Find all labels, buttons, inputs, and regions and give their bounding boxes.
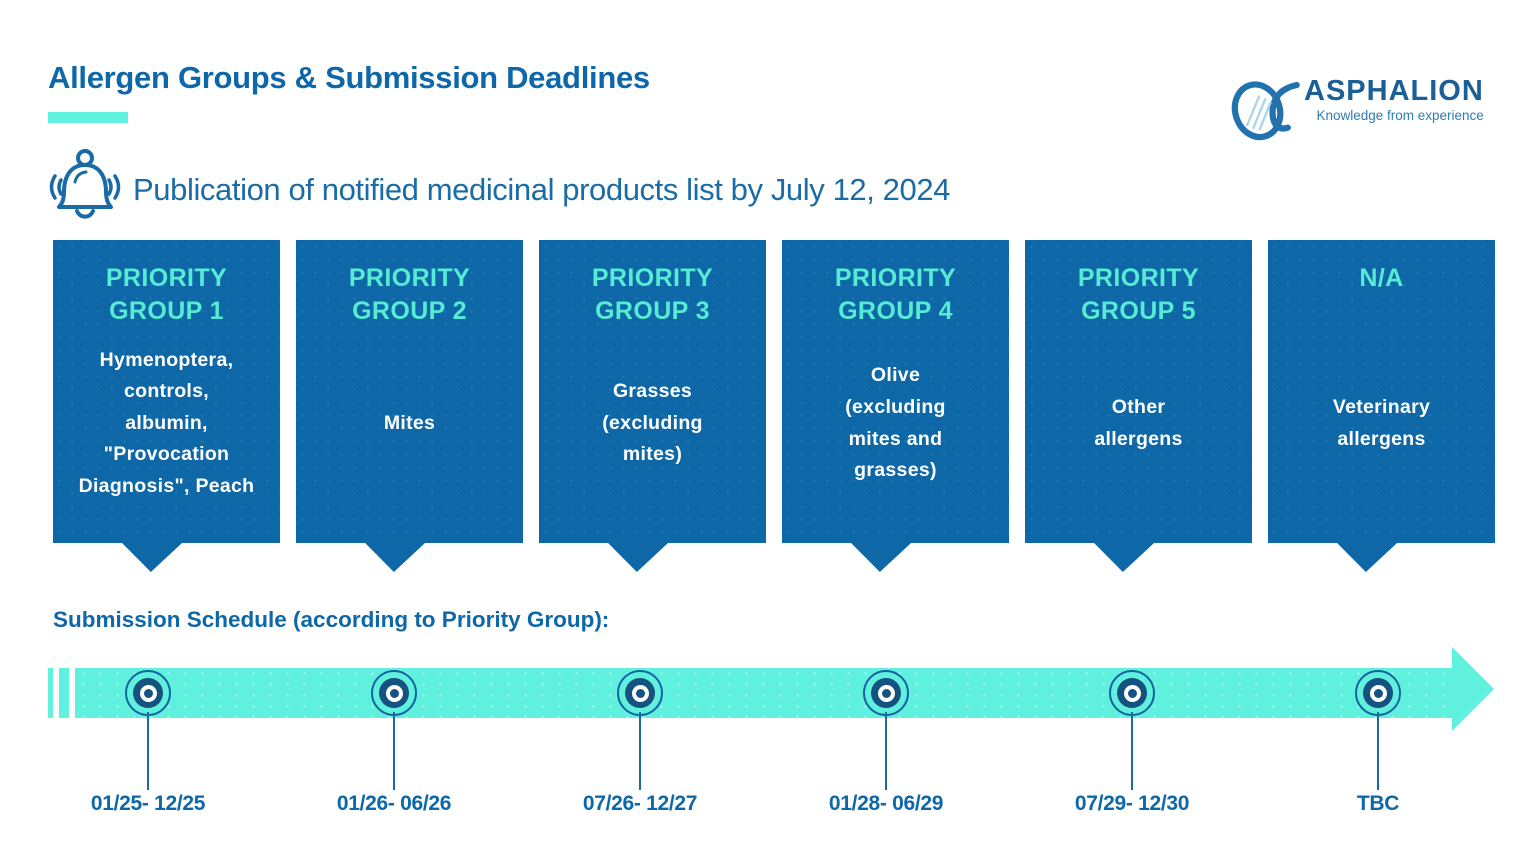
marker-drop-line [393,712,395,790]
timeline-bar [75,668,1456,718]
group-body: Veterinary allergens [1332,395,1431,450]
priority-group-card-na: N/A Veterinary allergens [1268,240,1495,572]
group-body: Mites [383,411,436,434]
timeline [0,647,1536,731]
timeline-arrowhead-icon [1452,647,1494,731]
card-tail-pointer [121,542,184,572]
date-label: 01/25- 12/25 [90,792,206,815]
group-body: Olive (excluding mites and grasses) [845,364,946,482]
marker-drop-line [1377,712,1379,790]
timeline-marker-icon [1109,670,1155,716]
date-label: 01/26- 06/26 [336,792,452,815]
card-tail-pointer [364,542,427,572]
bell-icon [44,146,126,235]
card-tail-pointer [850,542,913,572]
timeline-marker-icon [617,670,663,716]
timeline-start-stripe [59,668,69,718]
group-body: Other allergens [1094,395,1183,450]
schedule-label: Submission Schedule (according to Priori… [53,607,610,632]
priority-cards-row: PRIORITY GROUP 1 Hymenoptera, controls, … [53,240,1498,572]
group-heading: PRIORITY GROUP 1 [105,264,228,325]
date-label: 07/26- 12/27 [582,792,698,815]
group-heading: PRIORITY GROUP 5 [1077,264,1200,325]
group-body: Grasses (excluding mites) [602,380,703,466]
marker-drop-line [639,712,641,790]
marker-drop-line [1131,712,1133,790]
priority-group-card-4: PRIORITY GROUP 4 Olive (excluding mites … [782,240,1009,572]
notice-text: Publication of notified medicinal produc… [133,172,951,207]
marker-drop-line [147,712,149,790]
card-tail-pointer [1093,542,1156,572]
date-label: 01/28- 06/29 [828,792,944,815]
timeline-marker-icon [1355,670,1401,716]
timeline-marker-icon [125,670,171,716]
priority-group-card-3: PRIORITY GROUP 3 Grasses (excluding mite… [539,240,766,572]
brand-tagline: Knowledge from experience [1316,108,1484,124]
title-underline [48,112,128,123]
group-heading: PRIORITY GROUP 4 [834,264,957,325]
brand-name: ASPHALION [1304,75,1484,107]
brand-logo: ASPHALION Knowledge from experience [1222,76,1484,147]
marker-drop-line [885,712,887,790]
priority-group-card-2: PRIORITY GROUP 2 Mites [296,240,523,572]
asphalion-mark-icon [1222,76,1302,147]
group-heading: PRIORITY GROUP 2 [348,264,471,325]
group-heading: N/A [1359,264,1404,292]
page-title: Allergen Groups & Submission Deadlines [48,60,650,95]
group-body: Hymenoptera, controls, albumin, "Provoca… [78,348,255,497]
card-tail-pointer [1336,542,1399,572]
date-label: TBC [1356,792,1400,815]
timeline-marker-icon [863,670,909,716]
timeline-start-stripe [48,668,53,718]
group-heading: PRIORITY GROUP 3 [591,264,714,325]
timeline-marker-icon [371,670,417,716]
card-tail-pointer [607,542,670,572]
date-label: 07/29- 12/30 [1074,792,1190,815]
priority-group-card-5: PRIORITY GROUP 5 Other allergens [1025,240,1252,572]
priority-group-card-1: PRIORITY GROUP 1 Hymenoptera, controls, … [53,240,280,572]
